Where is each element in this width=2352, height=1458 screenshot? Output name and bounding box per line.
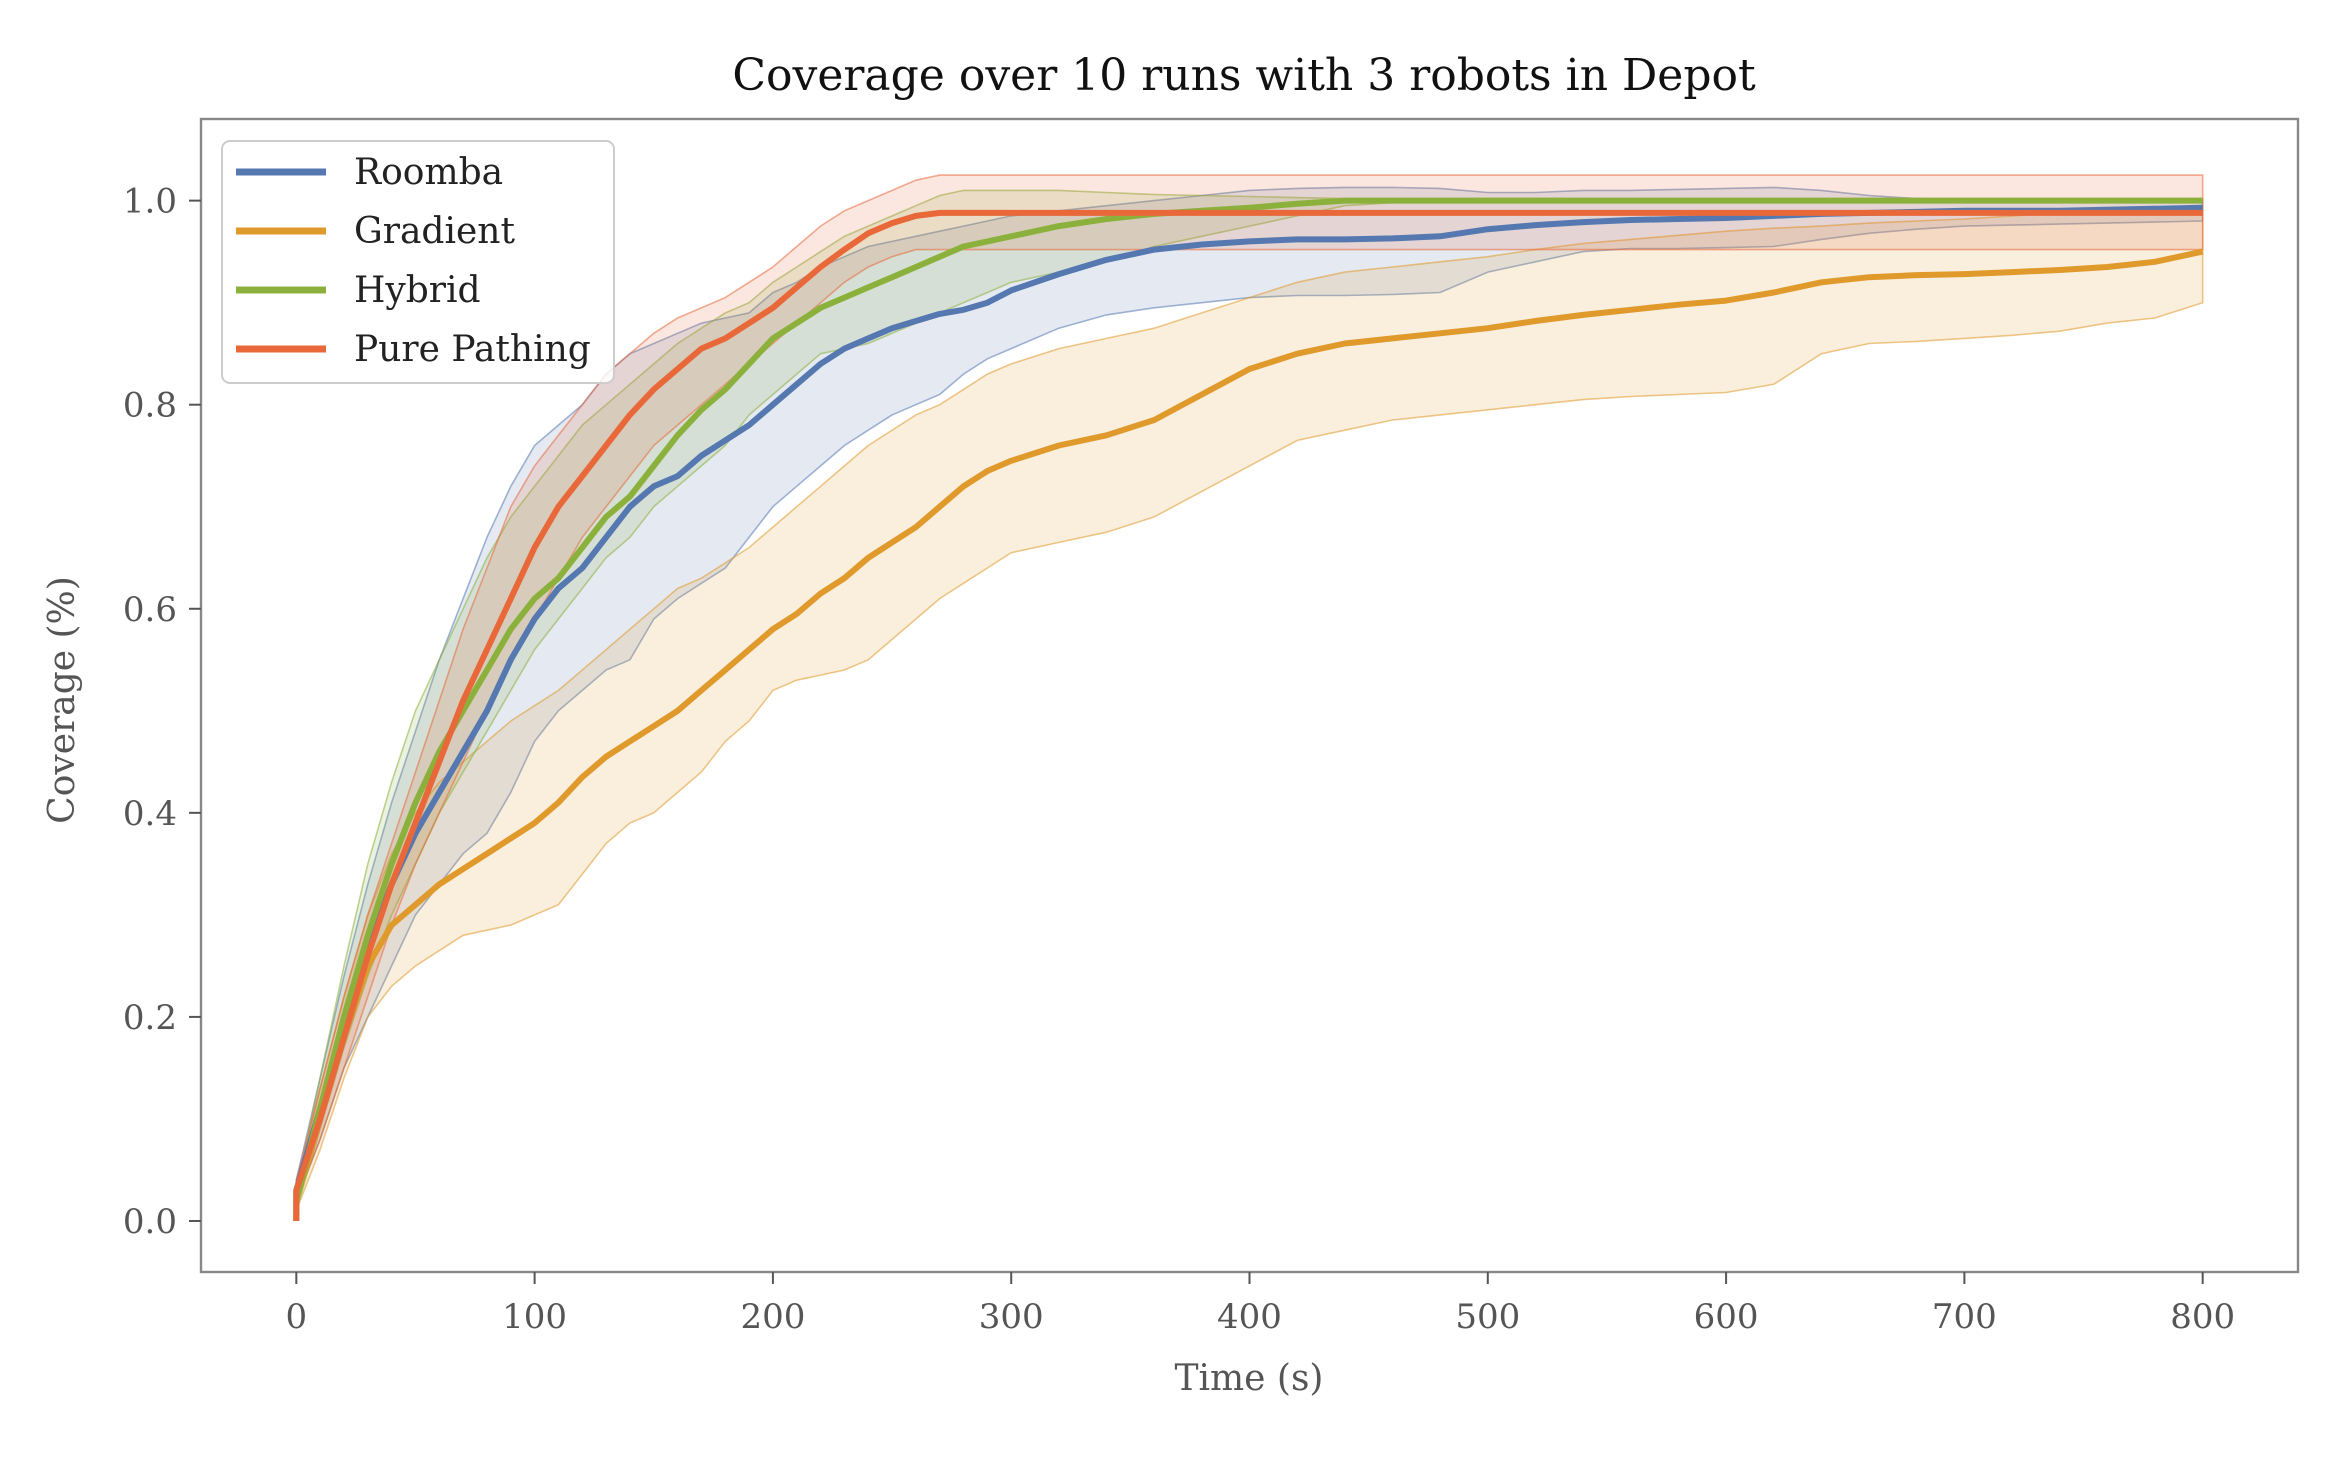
- legend-box: [221, 140, 615, 384]
- y-tick-label: 0.6: [123, 590, 177, 630]
- legend-label-hybrid: Hybrid: [354, 270, 481, 311]
- line-pure-pathing: [293, 209, 2203, 1221]
- x-tick-label: 500: [1455, 1297, 1520, 1337]
- x-tick-label: 100: [502, 1297, 567, 1337]
- x-tick-label: 800: [2170, 1297, 2235, 1337]
- x-tick-label: 600: [1694, 1297, 1759, 1337]
- x-axis: 0 100 200 300 400 500 600 700 800: [285, 1272, 2235, 1337]
- x-tick-label: 0: [285, 1297, 307, 1337]
- y-axis-label: Coverage (%): [42, 576, 83, 824]
- legend-label-pure-pathing: Pure Pathing: [354, 329, 591, 370]
- y-tick-label: 0.8: [123, 386, 177, 426]
- x-tick-label: 700: [1932, 1297, 1997, 1337]
- y-tick-label: 0.4: [123, 794, 177, 834]
- chart-title: Coverage over 10 runs with 3 robots in D…: [732, 50, 1756, 101]
- line-gradient: [293, 248, 2204, 1221]
- y-axis: 0.0 0.2 0.4 0.6 0.8 1.0: [123, 182, 201, 1242]
- band-pure-pathing: [295, 174, 2204, 1201]
- y-tick-label: 0.2: [123, 998, 177, 1038]
- line-hybrid: [293, 197, 2203, 1221]
- x-axis-label: Time (s): [1175, 1358, 1324, 1399]
- legend: Roomba Gradient Hybrid Pure Pathing: [221, 140, 615, 384]
- series-lines: [293, 197, 2204, 1221]
- legend-label-gradient: Gradient: [354, 211, 515, 252]
- y-tick-label: 0.0: [123, 1202, 177, 1242]
- legend-label-roomba: Roomba: [354, 152, 503, 193]
- x-tick-label: 400: [1217, 1297, 1282, 1337]
- line-roomba: [293, 204, 2203, 1221]
- y-tick-label: 1.0: [123, 182, 177, 222]
- x-tick-label: 200: [740, 1297, 805, 1337]
- x-tick-label: 300: [979, 1297, 1044, 1337]
